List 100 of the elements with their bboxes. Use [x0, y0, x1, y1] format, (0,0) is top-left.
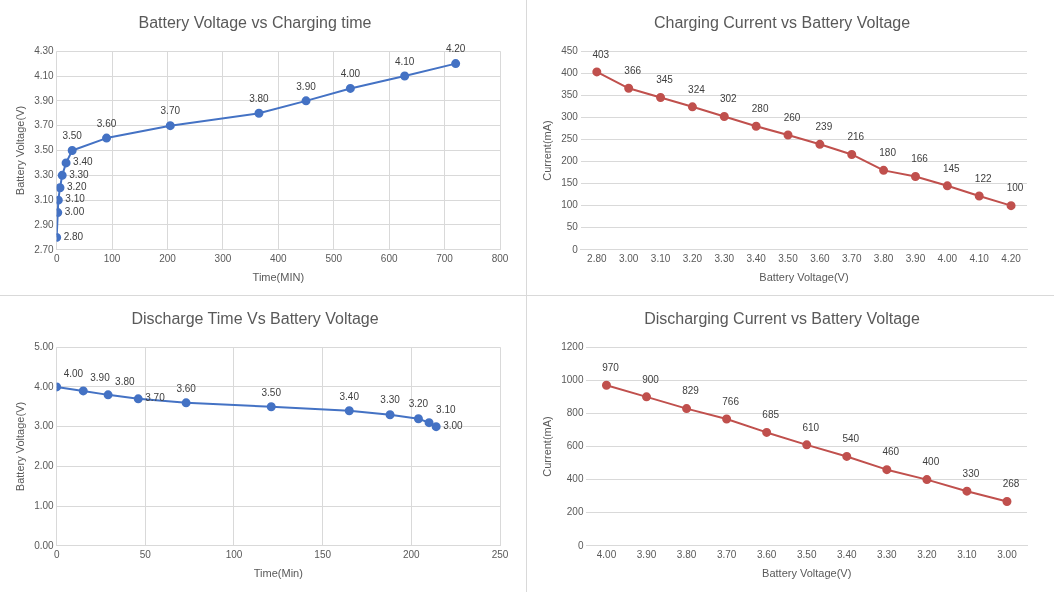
y-tick-label: 450: [561, 44, 579, 56]
point: [656, 93, 666, 103]
point: [385, 410, 395, 420]
point: [601, 380, 611, 390]
data-label: 3.30: [69, 168, 90, 180]
x-tick-label: 3.20: [682, 252, 703, 264]
x-tick-label: 500: [325, 252, 343, 264]
data-label: 685: [762, 409, 780, 421]
data-label: 180: [879, 147, 897, 159]
point: [687, 102, 697, 112]
y-tick-label: 3.30: [34, 169, 55, 181]
data-label: 3.90: [296, 80, 317, 92]
y-axis-title: Current(mA): [540, 416, 553, 477]
data-label: 4.20: [445, 43, 466, 55]
data-label: 260: [783, 111, 801, 123]
point: [842, 451, 852, 461]
point: [882, 465, 892, 475]
x-tick-label: 50: [139, 548, 152, 560]
y-tick-label: 1200: [561, 340, 584, 352]
data-label: 3.30: [380, 394, 401, 406]
x-tick-label: 200: [159, 252, 177, 264]
data-label: 540: [842, 433, 860, 445]
chart-title: Charging Current vs Battery Voltage: [653, 14, 911, 32]
y-tick-label: 200: [566, 506, 584, 518]
data-label: 366: [624, 65, 642, 77]
x-tick-label: 3.50: [778, 252, 799, 264]
point: [922, 475, 932, 485]
y-axis-title: Current(mA): [540, 120, 553, 181]
y-tick-label: 800: [566, 407, 584, 419]
chart-title: Discharge Time Vs Battery Voltage: [131, 310, 379, 328]
point: [802, 440, 812, 450]
point: [254, 108, 264, 118]
data-label: 3.90: [90, 372, 111, 384]
data-label: 345: [656, 74, 674, 86]
x-tick-label: 3.40: [746, 252, 767, 264]
x-tick-label: 600: [380, 252, 398, 264]
data-label: 4.00: [63, 368, 84, 380]
y-tick-label: 2.70: [34, 243, 55, 255]
x-axis-title: Battery Voltage(V): [759, 271, 849, 284]
y-tick-label: 4.00: [34, 380, 55, 392]
point: [345, 83, 355, 93]
data-label: 3.10: [65, 193, 86, 205]
point: [78, 386, 88, 396]
y-tick-label: 5.00: [34, 340, 55, 352]
point: [962, 486, 972, 496]
point: [942, 181, 952, 191]
y-tick-label: 400: [566, 473, 584, 485]
x-tick-label: 3.80: [873, 252, 894, 264]
data-label: 239: [815, 121, 833, 133]
data-label: 766: [722, 395, 740, 407]
y-axis-title: Battery Voltage(V): [13, 105, 26, 196]
data-label: 145: [942, 162, 961, 174]
x-tick-label: 150: [314, 548, 332, 560]
point: [910, 172, 920, 182]
x-tick-label: 300: [214, 252, 232, 264]
x-tick-label: 700: [436, 252, 454, 264]
chart-title: Discharging Current vs Battery Voltage: [644, 310, 920, 328]
y-tick-label: 2.90: [34, 218, 55, 230]
y-tick-label: 3.70: [34, 119, 55, 131]
point: [103, 390, 113, 400]
point: [61, 158, 71, 168]
data-label: 3.00: [443, 419, 464, 431]
y-tick-label: 3.10: [34, 193, 55, 205]
y-tick-label: 150: [561, 177, 579, 189]
data-label: 3.80: [249, 93, 270, 105]
x-tick-label: 100: [103, 252, 121, 264]
point: [624, 83, 634, 93]
data-label: 3.80: [115, 376, 135, 388]
point: [682, 404, 692, 414]
point: [344, 406, 354, 416]
x-tick-label: 3.90: [636, 548, 657, 560]
data-label: 268: [1002, 478, 1020, 490]
x-tick-label: 3.00: [618, 252, 639, 264]
x-tick-label: 3.10: [957, 548, 978, 560]
y-tick-label: 250: [561, 133, 579, 145]
y-tick-label: 600: [566, 440, 584, 452]
x-tick-label: 3.00: [997, 548, 1018, 560]
x-tick-label: 3.30: [877, 548, 897, 560]
point: [424, 418, 434, 428]
point: [722, 414, 732, 424]
data-label: 4.00: [340, 68, 361, 80]
point: [762, 427, 772, 437]
data-label: 970: [602, 362, 620, 374]
point: [67, 146, 77, 155]
y-tick-label: 4.10: [34, 69, 55, 81]
data-label: 3.50: [261, 386, 282, 398]
point: [165, 121, 175, 131]
data-label: 3.10: [436, 403, 456, 415]
point: [102, 133, 112, 143]
x-axis-title: Battery Voltage(V): [762, 567, 852, 580]
point: [266, 402, 276, 412]
point: [642, 392, 652, 402]
data-label: 3.20: [408, 398, 429, 410]
data-label: 330: [962, 467, 980, 479]
data-label: 3.60: [176, 382, 197, 394]
data-label: 2.80: [63, 230, 84, 242]
x-axis-title: Time(MIN): [252, 271, 305, 284]
y-tick-label: 3.50: [34, 144, 55, 156]
x-tick-label: 4.00: [596, 548, 617, 560]
data-label: 3.50: [62, 130, 83, 142]
